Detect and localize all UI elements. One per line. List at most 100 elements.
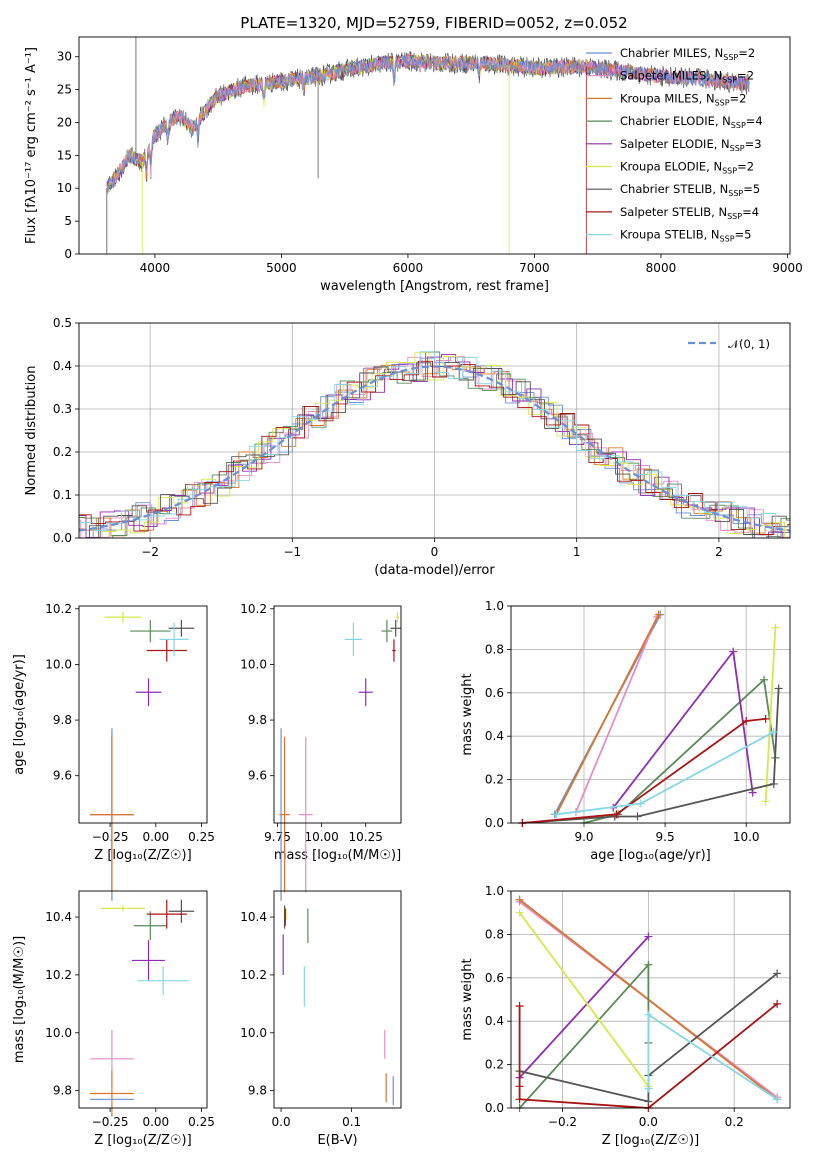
y-tick-label: 0.0 — [485, 816, 504, 830]
legend-count: =2 — [737, 69, 754, 83]
axes-frame — [510, 605, 791, 824]
weight-marker — [644, 932, 653, 941]
weight-marker — [612, 810, 621, 819]
x-tick-label: 4000 — [140, 261, 171, 275]
y-tick-label: 9.6 — [248, 769, 267, 783]
y-tick-label: 0.4 — [53, 359, 72, 373]
weight-marker — [644, 1084, 653, 1093]
y-tick-label: 0.4 — [485, 729, 504, 743]
x-tick-label: 10.25 — [349, 830, 383, 844]
x-tick-label: 0.00 — [142, 1115, 169, 1129]
weight-marker — [644, 1010, 653, 1019]
legend-name: Kroupa STELIB, N — [620, 228, 720, 242]
weight-marker — [515, 908, 524, 917]
weight-marker — [769, 727, 778, 736]
weight-marker — [742, 717, 751, 726]
residual-histogram — [79, 351, 790, 538]
y-tick-label: 0.4 — [485, 1014, 504, 1028]
y-tick-label: 9.8 — [53, 1084, 72, 1098]
y-tick-label: 10.2 — [240, 602, 267, 616]
x-tick-label: 9.0 — [574, 830, 593, 844]
weight-marker — [769, 779, 778, 788]
axes-frame — [78, 36, 791, 255]
x-tick-label: 7000 — [519, 261, 550, 275]
legend-name: Salpeter MILES, N — [620, 69, 722, 83]
x-axis-label: (data-model)/error — [374, 563, 495, 578]
residual-histogram — [79, 353, 790, 538]
legend-entry: Chabrier MILES, NSSP=2 — [620, 46, 755, 62]
x-tick-label: 8000 — [646, 261, 677, 275]
weight-marker — [761, 714, 770, 723]
weight-line — [575, 616, 658, 813]
legend-entry: Salpeter ELODIE, NSSP=3 — [620, 137, 762, 153]
weight-marker — [552, 810, 561, 819]
weight-marker — [761, 797, 770, 806]
x-tick-label: 2 — [715, 545, 723, 559]
x-tick-label: −0.25 — [92, 1115, 129, 1129]
y-tick-label: 1.0 — [485, 599, 504, 613]
y-tick-label: 10.0 — [240, 657, 267, 671]
x-axis-label: Z [log₁₀(Z/Z☉)] — [94, 1133, 191, 1148]
legend-sub: SSP — [722, 76, 737, 85]
y-tick-label: 0.3 — [53, 402, 72, 416]
y-tick-label: 10 — [57, 181, 72, 195]
y-tick-label: 0 — [64, 247, 72, 261]
residual-histogram — [79, 352, 790, 538]
y-tick-label: 10.0 — [240, 1026, 267, 1040]
weight-line — [522, 717, 766, 824]
legend-sub: SSP — [731, 121, 746, 130]
y-tick-label: 10.0 — [45, 1026, 72, 1040]
x-tick-label: 9.5 — [656, 830, 675, 844]
weight-marker — [515, 1082, 524, 1091]
x-tick-label: 5000 — [266, 261, 297, 275]
x-tick-label: 0.2 — [725, 1115, 744, 1129]
legend-sub: SSP — [723, 53, 738, 62]
y-tick-label: 1.0 — [485, 884, 504, 898]
weight-marker — [773, 969, 782, 978]
y-tick-label: 15 — [57, 148, 72, 162]
y-tick-label: 9.8 — [248, 1084, 267, 1098]
legend-sub: SSP — [730, 144, 745, 153]
y-tick-label: 9.8 — [248, 713, 267, 727]
legend-entry: Kroupa MILES, NSSP=2 — [620, 91, 746, 107]
x-tick-label: 0.00 — [142, 830, 169, 844]
weight-marker — [636, 799, 645, 808]
x-tick-label: 9.75 — [264, 830, 291, 844]
x-tick-label: 0.25 — [188, 830, 215, 844]
y-tick-label: 10.2 — [45, 602, 72, 616]
legend-count: =4 — [746, 114, 763, 128]
y-tick-label: 0.8 — [485, 642, 504, 656]
legend-name: Kroupa MILES, N — [620, 91, 715, 105]
x-axis-label: age [log₁₀(age/yr)] — [590, 848, 711, 863]
spectrum-line — [106, 54, 750, 193]
axes-frame — [273, 890, 402, 1109]
weight-marker — [760, 675, 769, 684]
x-tick-label: −2 — [141, 545, 159, 559]
y-tick-label: 10.2 — [45, 968, 72, 982]
y-tick-label: 10.4 — [240, 910, 267, 924]
x-tick-label: 10.00 — [304, 830, 338, 844]
legend-count: =2 — [738, 46, 755, 60]
weight-marker — [633, 812, 642, 821]
y-tick-label: 10.0 — [45, 657, 72, 671]
y-axis-label: age [log₁₀(age/yr)] — [12, 654, 27, 775]
y-tick-label: 9.6 — [53, 769, 72, 783]
legend-entry: Chabrier STELIB, NSSP=5 — [620, 182, 760, 198]
x-tick-label: 6000 — [393, 261, 424, 275]
y-axis-label: mass weight — [460, 958, 475, 1040]
weight-marker — [644, 960, 653, 969]
legend-count: =5 — [735, 228, 752, 242]
legend-entry: Salpeter STELIB, NSSP=4 — [620, 205, 759, 221]
x-tick-label: 0.1 — [342, 1115, 361, 1129]
y-tick-label: 0.1 — [53, 488, 72, 502]
weight-line — [518, 912, 650, 1087]
axes-frame — [78, 890, 208, 1109]
legend-name: Salpeter ELODIE, N — [620, 137, 730, 151]
y-tick-label: 30 — [57, 50, 72, 64]
residual-histogram — [79, 356, 790, 538]
axes-frame — [273, 605, 402, 824]
legend-name: Kroupa ELODIE, N — [620, 160, 722, 174]
x-tick-label: 10.0 — [733, 830, 760, 844]
y-tick-label: 0.8 — [485, 927, 504, 941]
x-axis-label: wavelength [Angstrom, rest frame] — [320, 279, 549, 294]
